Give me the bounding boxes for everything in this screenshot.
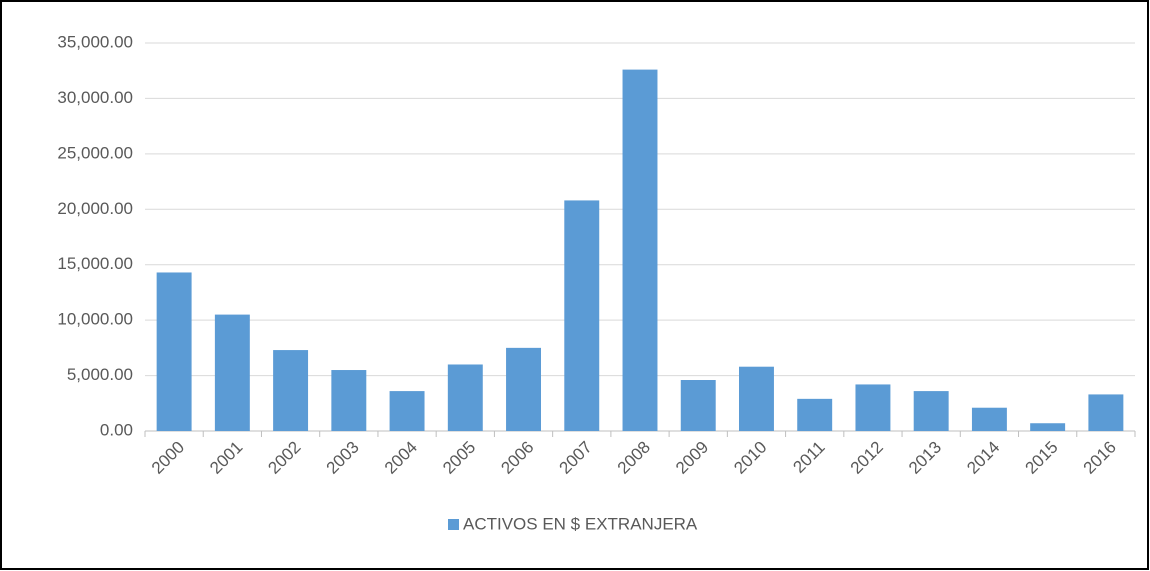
y-tick-label: 5,000.00	[67, 365, 133, 384]
bar	[622, 69, 658, 431]
y-tick-label: 10,000.00	[57, 310, 133, 329]
bar	[214, 314, 250, 431]
bar	[564, 200, 600, 431]
y-tick-label: 0.00	[100, 420, 133, 439]
bar	[1030, 423, 1066, 431]
bar	[797, 398, 833, 431]
bar	[680, 380, 716, 431]
legend-swatch	[448, 519, 459, 530]
bar	[1088, 394, 1124, 431]
bar	[447, 364, 483, 431]
y-tick-label: 30,000.00	[57, 88, 133, 107]
bar	[273, 350, 309, 431]
bar	[913, 391, 949, 431]
legend-label: ACTIVOS EN $ EXTRANJERA	[463, 514, 698, 533]
y-tick-label: 15,000.00	[57, 254, 133, 273]
y-tick-label: 25,000.00	[57, 143, 133, 162]
bar	[739, 366, 774, 431]
bar	[331, 370, 367, 431]
bar	[971, 407, 1007, 431]
bar	[855, 384, 891, 431]
bar	[506, 347, 541, 431]
y-tick-label: 35,000.00	[57, 32, 133, 51]
y-tick-label: 20,000.00	[57, 199, 133, 218]
bar	[389, 391, 425, 431]
bar	[156, 272, 192, 431]
